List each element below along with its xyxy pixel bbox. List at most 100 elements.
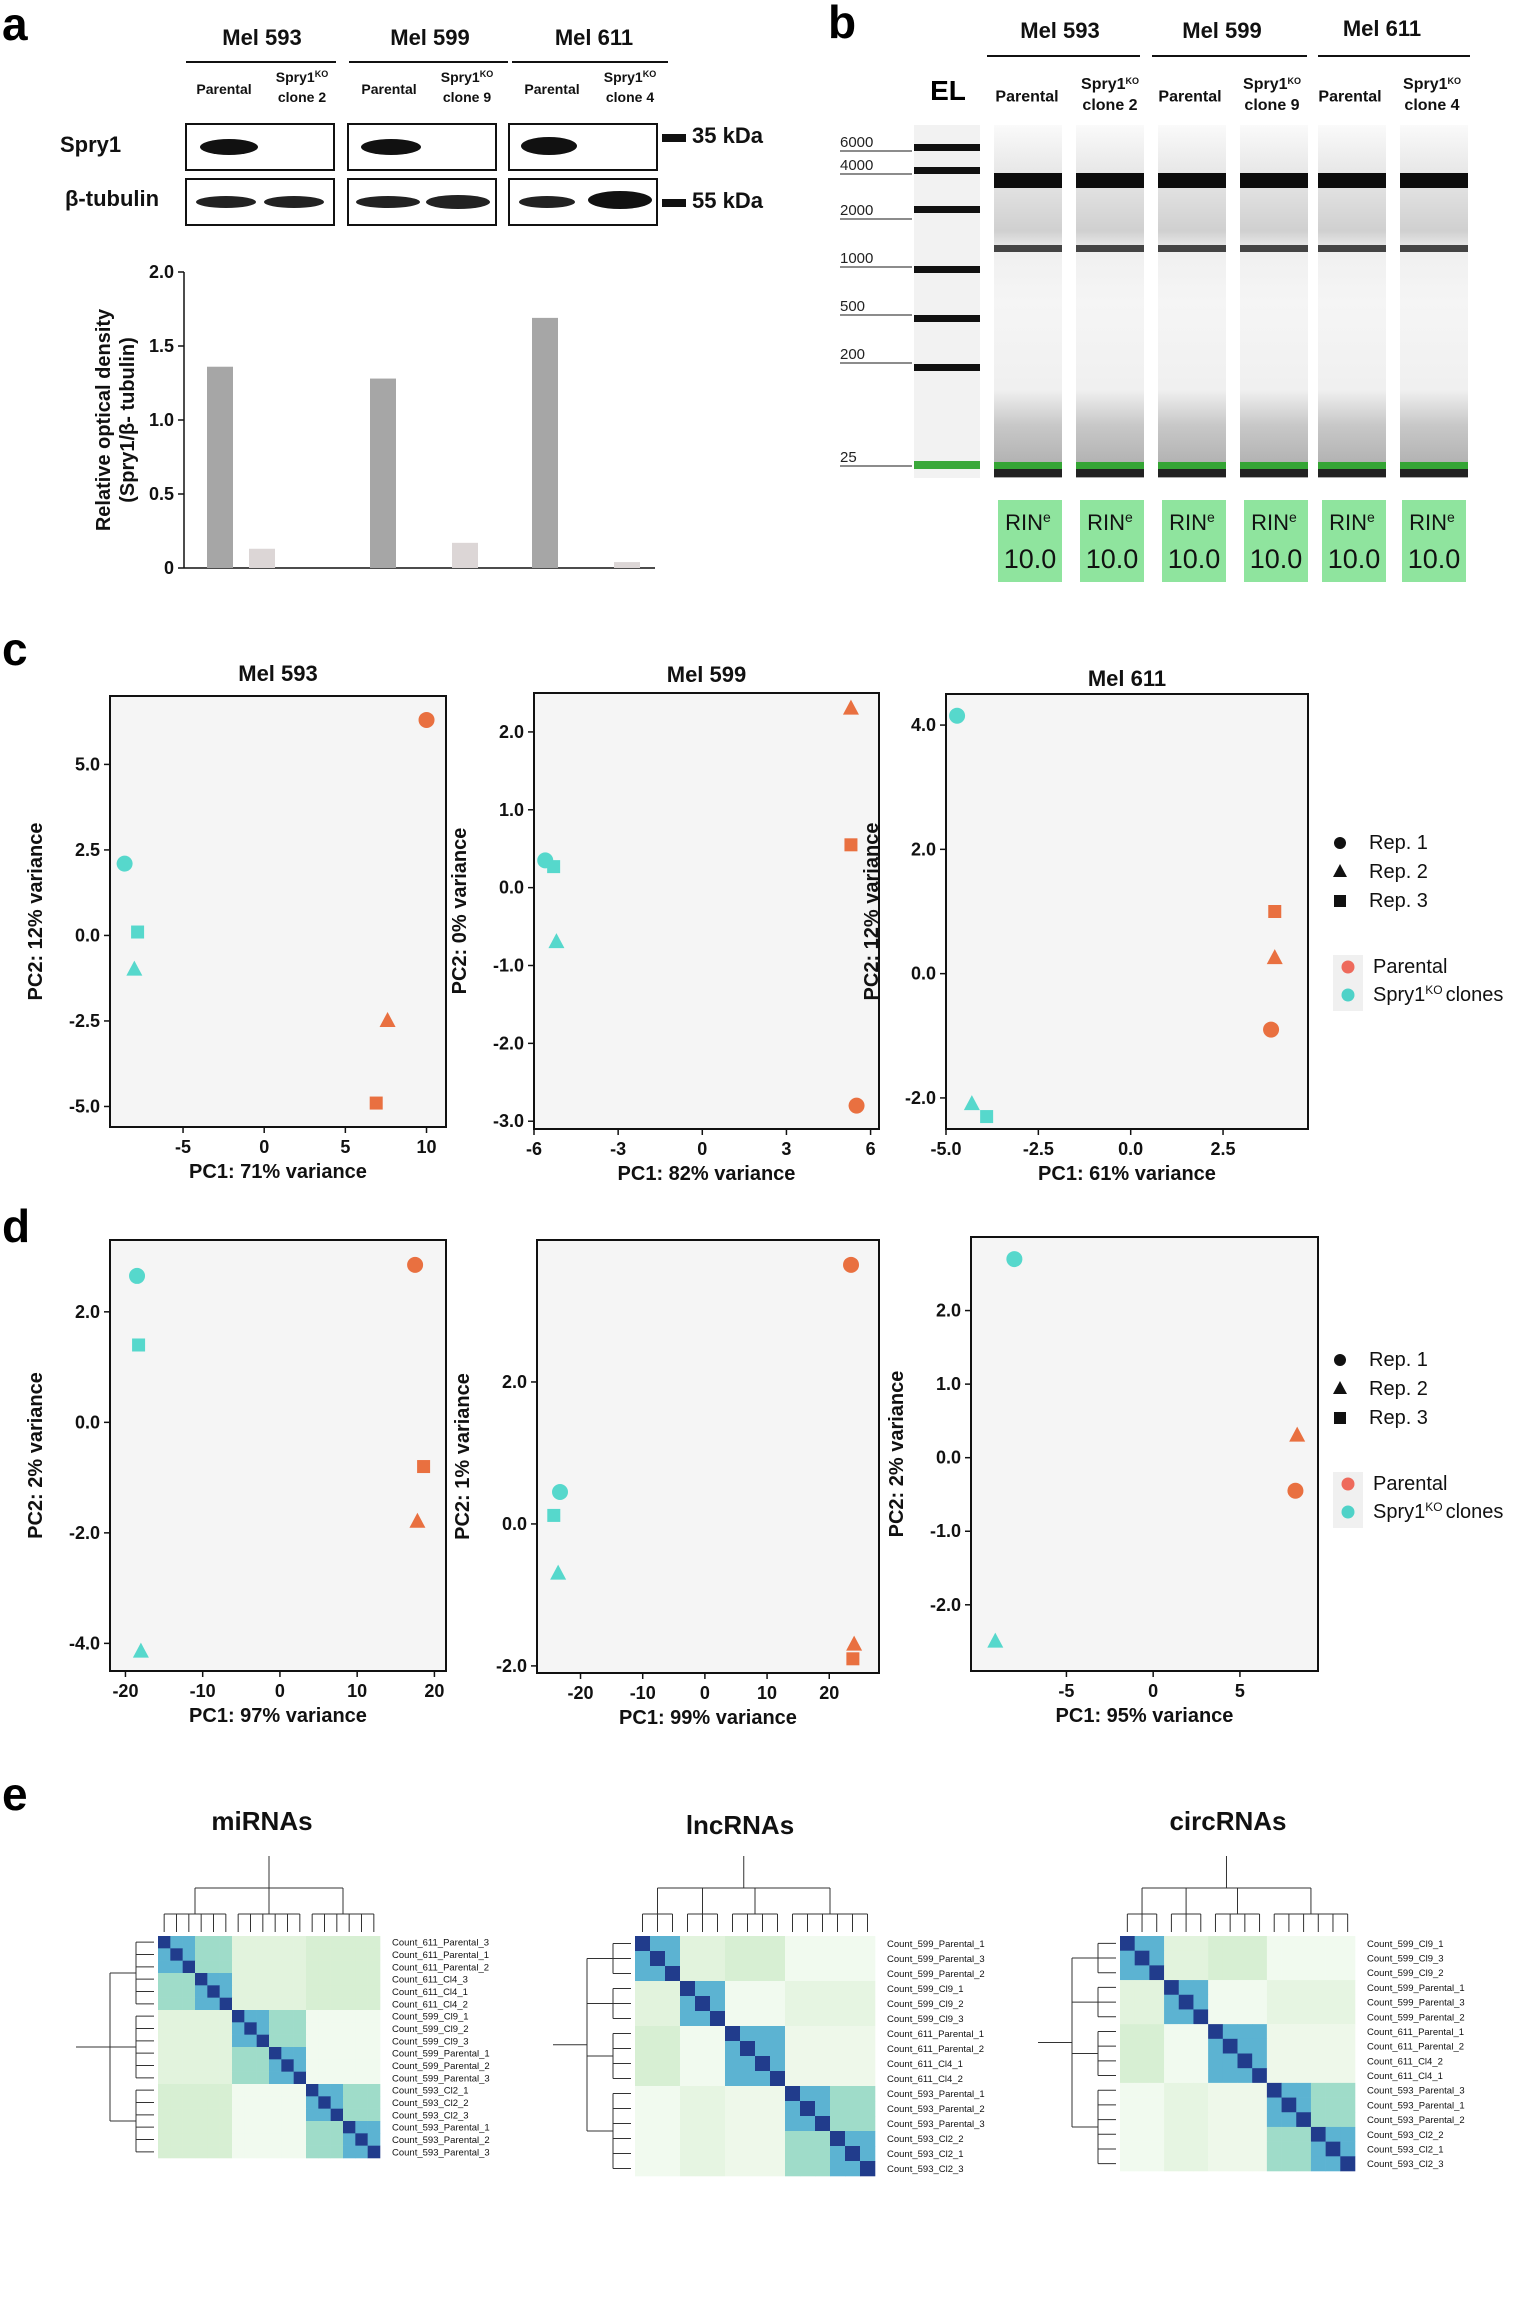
heatmap-cell <box>665 2026 681 2042</box>
heatmap-cell <box>158 1997 171 2011</box>
heatmap-cell <box>1164 2141 1180 2157</box>
band-tubulin-593-parental <box>196 196 256 208</box>
heatmap-cell <box>710 2116 726 2132</box>
heatmap-cell <box>1222 2082 1238 2098</box>
band-tubulin-611-parental <box>519 196 575 208</box>
heatmap-cell <box>256 2034 270 2048</box>
heatmap-cell <box>1164 2112 1180 2128</box>
heatmap-cell <box>170 2022 183 2035</box>
heatmap-cell <box>219 1936 233 1949</box>
heatmap-cell <box>1340 2053 1356 2069</box>
heatmap-cell <box>1296 2009 1312 2025</box>
heatmap-cell <box>1222 1936 1238 1951</box>
heatmap-cell <box>1178 2156 1194 2172</box>
heatmap-row-label: Count_611_Parental_3 <box>392 1938 489 1949</box>
heatmap-cell <box>755 1936 771 1952</box>
heatmap-cell <box>318 2121 331 2134</box>
heatmap-cell <box>770 1936 786 1952</box>
heatmap-cell <box>635 2071 651 2087</box>
heatmap-cell <box>293 2010 307 2023</box>
heatmap-cell <box>1193 1980 1209 1996</box>
y-tick-label: 1.0 <box>936 1374 961 1394</box>
heatmap-cell <box>845 1936 861 1952</box>
heatmap-cell <box>1325 1994 1341 2010</box>
heatmap-cell <box>800 1981 816 1997</box>
blot-lane-sup-4: KO <box>480 69 494 79</box>
y-axis-label: PC2: 2% variance <box>25 1372 47 1539</box>
heatmap-cell <box>182 2121 196 2134</box>
heatmap-cell <box>219 2133 233 2146</box>
gel-ladder-band <box>914 266 980 273</box>
heatmap-cell <box>680 1996 696 2012</box>
heatmap-cell <box>343 2145 356 2159</box>
gel-ladder-band <box>914 315 980 322</box>
heatmap-cell <box>695 2056 711 2072</box>
bar-series <box>207 317 640 568</box>
heatmap-cell <box>367 1997 381 2011</box>
gel-band-marker <box>1158 462 1226 469</box>
heatmap-cell <box>293 2121 307 2134</box>
heatmap-cell <box>665 2086 681 2102</box>
heatmap-cell <box>269 2022 282 2035</box>
blot-row-label-tubulin: β-tubulin <box>65 186 159 211</box>
y-tick-label: 5.0 <box>75 754 100 774</box>
gel-cellline-3: Mel 611 <box>1343 16 1421 41</box>
legend-ko-label: Spry1KO clones <box>1373 983 1503 1006</box>
heatmap-cell <box>680 1951 696 1967</box>
heatmap-cell <box>182 2133 196 2146</box>
heatmap-cell <box>1134 2097 1150 2113</box>
heatmap-cell <box>830 2161 846 2177</box>
heatmap-cell <box>1193 1950 1209 1966</box>
heatmap-row-label: Count_599_Parental_1 <box>887 1939 985 1950</box>
heatmap-cell <box>650 2101 666 2117</box>
heatmap-cell <box>1281 1950 1297 1966</box>
heatmap-cell <box>1237 2082 1253 2098</box>
heatmap-cell <box>785 1966 801 1982</box>
heatmap-cell <box>1266 2024 1282 2040</box>
heatmap-cell <box>207 1936 220 1949</box>
heatmap-cell <box>1120 1965 1135 1981</box>
heatmap-cell <box>860 1936 876 1952</box>
blot-lane-sublabel-2: clone 2 <box>278 89 326 105</box>
heatmap-cell <box>740 2041 756 2057</box>
heatmap-cell <box>195 1973 208 1986</box>
heatmap-cell <box>195 2108 208 2122</box>
band-spry1-593-parental <box>200 139 258 155</box>
heatmap-cell <box>170 2133 183 2146</box>
heatmap-cell <box>1164 2024 1180 2040</box>
heatmap-cell <box>755 2026 771 2042</box>
heatmap-cell <box>755 2131 771 2147</box>
heatmap-cell <box>343 1997 356 2011</box>
heatmap-cell <box>680 2146 696 2162</box>
heatmap-cell <box>1134 1980 1150 1996</box>
legend-ko-label: Spry1KO clones <box>1373 1500 1503 1523</box>
gel-lane-label-5: Parental <box>1318 89 1381 106</box>
heatmap-cell <box>355 2145 368 2159</box>
heatmap-cell <box>635 2161 651 2177</box>
heatmap-cell <box>665 2071 681 2087</box>
heatmap-cell <box>1310 2082 1326 2098</box>
heatmap-cell <box>785 2161 801 2177</box>
heatmap-cell <box>695 2026 711 2042</box>
heatmap-cell <box>306 2096 319 2109</box>
heatmap-cell <box>330 2022 344 2035</box>
heatmap-cell <box>1193 2068 1209 2084</box>
heatmap-cell <box>1296 1994 1312 2010</box>
pca-plot-5: -20 -10 0 10 20 -2.0 0.0 2.0 PC1: 99% variance PC… <box>452 1239 880 1729</box>
heatmap-cell <box>710 1936 726 1952</box>
heatmap-cell <box>256 2096 270 2109</box>
heatmap-cell <box>182 1997 196 2011</box>
heatmap-cell <box>740 2011 756 2027</box>
heatmap-cell <box>219 2096 233 2109</box>
heatmap-cell <box>710 2086 726 2102</box>
heatmap-cell <box>269 2145 282 2159</box>
heatmap-cell <box>860 2041 876 2057</box>
heatmap-cell <box>207 2071 220 2085</box>
heatmap-cell <box>800 1936 816 1952</box>
heatmap-cell <box>182 2022 196 2035</box>
heatmap-cell <box>710 2041 726 2057</box>
heatmap-cell <box>207 2059 220 2072</box>
heatmap-cell <box>232 2010 245 2023</box>
heatmap-cell <box>695 1966 711 1982</box>
heatmap-cell <box>800 1966 816 1982</box>
